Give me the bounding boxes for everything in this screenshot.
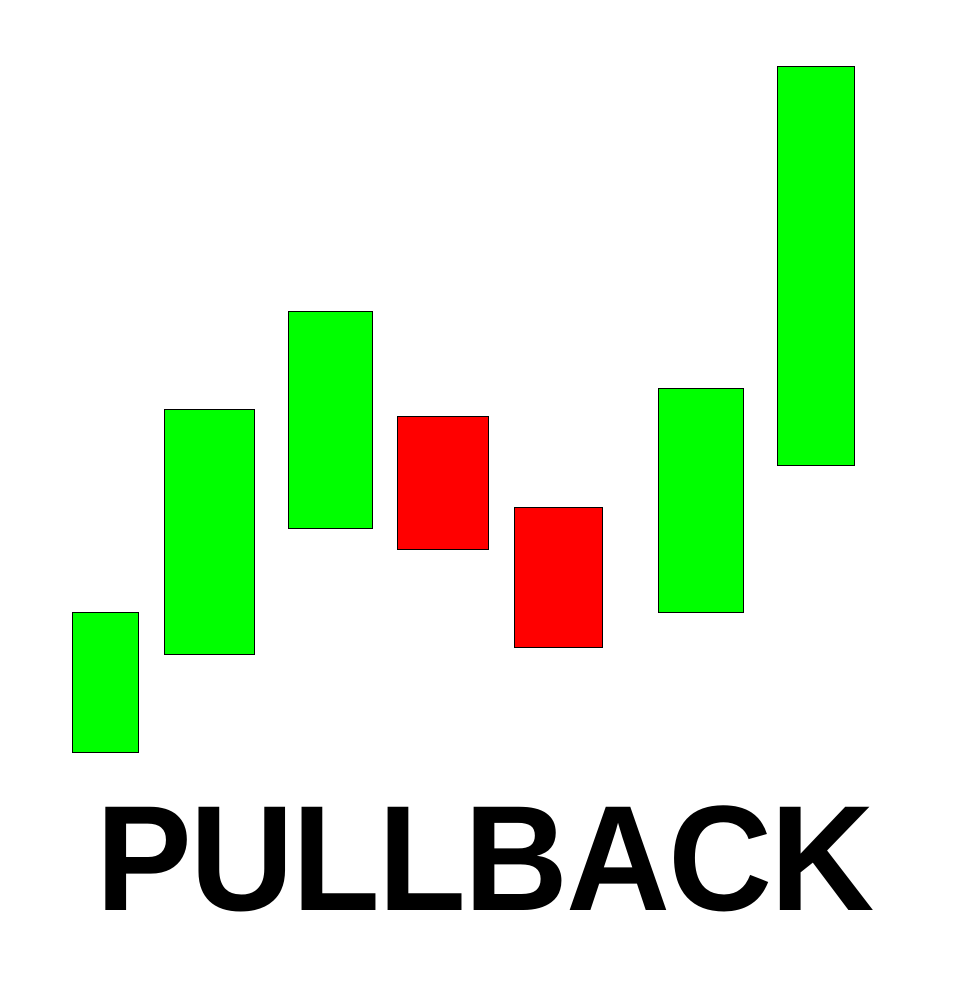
- chart-title: PULLBACK: [95, 774, 875, 942]
- candle-7-bullish: [777, 66, 855, 466]
- candle-2-bullish: [164, 409, 255, 655]
- candles-layer: [72, 66, 855, 753]
- candle-4-bearish: [397, 416, 489, 550]
- candle-5-bearish: [514, 507, 603, 648]
- candle-1-bullish: [72, 612, 139, 753]
- candle-3-bullish: [288, 311, 373, 529]
- candle-6-bullish: [658, 388, 744, 613]
